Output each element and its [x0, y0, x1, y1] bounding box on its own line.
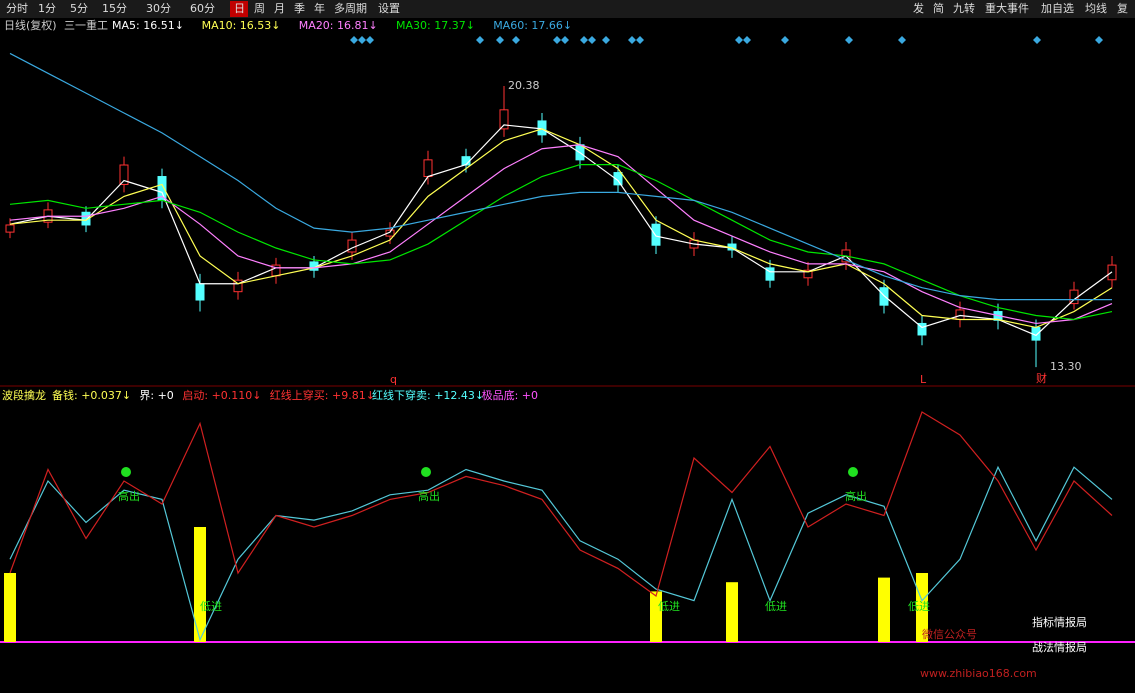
- watermark: 微信公众号: [922, 627, 977, 641]
- low-in-label: 低进: [658, 600, 680, 613]
- high-dot: [848, 467, 858, 477]
- toolbar-button[interactable]: 日: [234, 2, 245, 15]
- active-tab: [230, 1, 248, 17]
- marker: L: [920, 373, 927, 386]
- indicator-line: [9, 411, 1113, 597]
- toolbar-button[interactable]: 发: [913, 1, 924, 15]
- legend-entry: MA5: 16.51↓: [112, 19, 184, 32]
- indicator-legend: 备钱: +0.037↓: [52, 388, 131, 402]
- signal-bar: [194, 527, 206, 642]
- marker: q: [390, 373, 397, 386]
- ma-line: [9, 124, 1113, 337]
- candle-body: [803, 269, 813, 279]
- toolbar-button[interactable]: 九转: [953, 1, 975, 15]
- candle-body: [537, 120, 547, 136]
- watermark: 战法情报局: [1032, 640, 1087, 654]
- signal-bar: [4, 573, 16, 642]
- watermark: 指标情报局: [1032, 615, 1087, 629]
- indicator-legend: 界: +0: [139, 389, 173, 402]
- candle-body: [233, 279, 243, 293]
- signal-bar: [878, 577, 890, 642]
- indicator-legend: 红线下穿卖: +12.43↓: [372, 388, 484, 402]
- high-label: 20.38: [508, 79, 540, 92]
- candle-body: [499, 109, 509, 130]
- candle-body: [385, 229, 395, 237]
- legend-entry: MA60: 17.66↓: [493, 19, 572, 32]
- toolbar-button[interactable]: 月: [274, 2, 285, 15]
- toolbar-button[interactable]: 设置: [378, 2, 400, 15]
- toolbar-button[interactable]: 加自选: [1041, 2, 1074, 15]
- toolbar-button[interactable]: 重大事件: [985, 1, 1029, 15]
- high-out-label: 高出: [418, 489, 440, 503]
- indicator-legend: 极品底: +0: [482, 388, 538, 402]
- toolbar-button[interactable]: 季: [294, 2, 305, 15]
- candle-body: [955, 309, 965, 320]
- candle-body: [423, 159, 433, 178]
- watermark-url: www.zhibiao168.com: [920, 667, 1037, 680]
- toolbar-button[interactable]: 分时: [6, 2, 28, 15]
- candle-body: [119, 164, 129, 185]
- low-in-label: 低进: [908, 600, 930, 613]
- indicator-legend: 启动: +0.110↓: [182, 389, 261, 402]
- high-out-label: 高出: [118, 489, 140, 503]
- toolbar-button[interactable]: 复: [1117, 1, 1128, 15]
- indicator-legend: 红线上穿买: +9.81↓: [270, 388, 375, 402]
- signal-bar: [650, 591, 662, 642]
- marker: 财: [1036, 371, 1047, 385]
- chart-title: 日线(复权): [4, 18, 57, 32]
- toolbar-button[interactable]: 多周期: [334, 1, 367, 15]
- toolbar-button[interactable]: 周: [254, 2, 265, 15]
- toolbar-button[interactable]: 均线: [1085, 1, 1107, 15]
- indicator-line: [9, 465, 1113, 642]
- toolbar-bg: [0, 0, 1135, 18]
- high-out-label: 高出: [845, 489, 867, 503]
- candle-body: [917, 322, 927, 336]
- toolbar-button[interactable]: 1分: [38, 2, 56, 15]
- low-label: 13.30: [1050, 360, 1082, 373]
- low-in-label: 低进: [200, 600, 222, 613]
- ma-line: [9, 164, 1113, 321]
- ma-line: [9, 128, 1113, 329]
- high-dot: [421, 467, 431, 477]
- toolbar-button[interactable]: 简: [933, 1, 944, 15]
- legend-entry: MA20: 16.81↓: [299, 19, 378, 32]
- toolbar-button[interactable]: 30分: [146, 2, 171, 15]
- toolbar-button[interactable]: 年: [314, 1, 325, 15]
- stock-name: 三一重工: [64, 18, 108, 32]
- toolbar-button[interactable]: 60分: [190, 2, 215, 15]
- high-dot: [121, 467, 131, 477]
- legend-entry: MA30: 17.37↓: [396, 19, 475, 32]
- candle-body: [5, 224, 15, 233]
- candle-body: [613, 172, 623, 186]
- signal-diamonds: [350, 36, 1103, 44]
- signal-bar: [726, 582, 738, 642]
- candle-body: [765, 267, 775, 281]
- toolbar-button[interactable]: 5分: [70, 2, 88, 15]
- candle-body: [651, 223, 661, 246]
- candle-body: [81, 211, 91, 226]
- ma-line: [9, 144, 1113, 325]
- candle-body: [879, 287, 889, 306]
- indicator-title: 波段擒龙: [2, 388, 46, 402]
- candle-body: [195, 283, 205, 301]
- candle-body: [347, 239, 357, 253]
- ma-line: [9, 52, 1112, 301]
- legend-entry: MA10: 16.53↓: [202, 19, 281, 32]
- low-in-label: 低进: [765, 600, 787, 613]
- toolbar-button[interactable]: 15分: [102, 2, 127, 15]
- signal-bar: [916, 573, 928, 642]
